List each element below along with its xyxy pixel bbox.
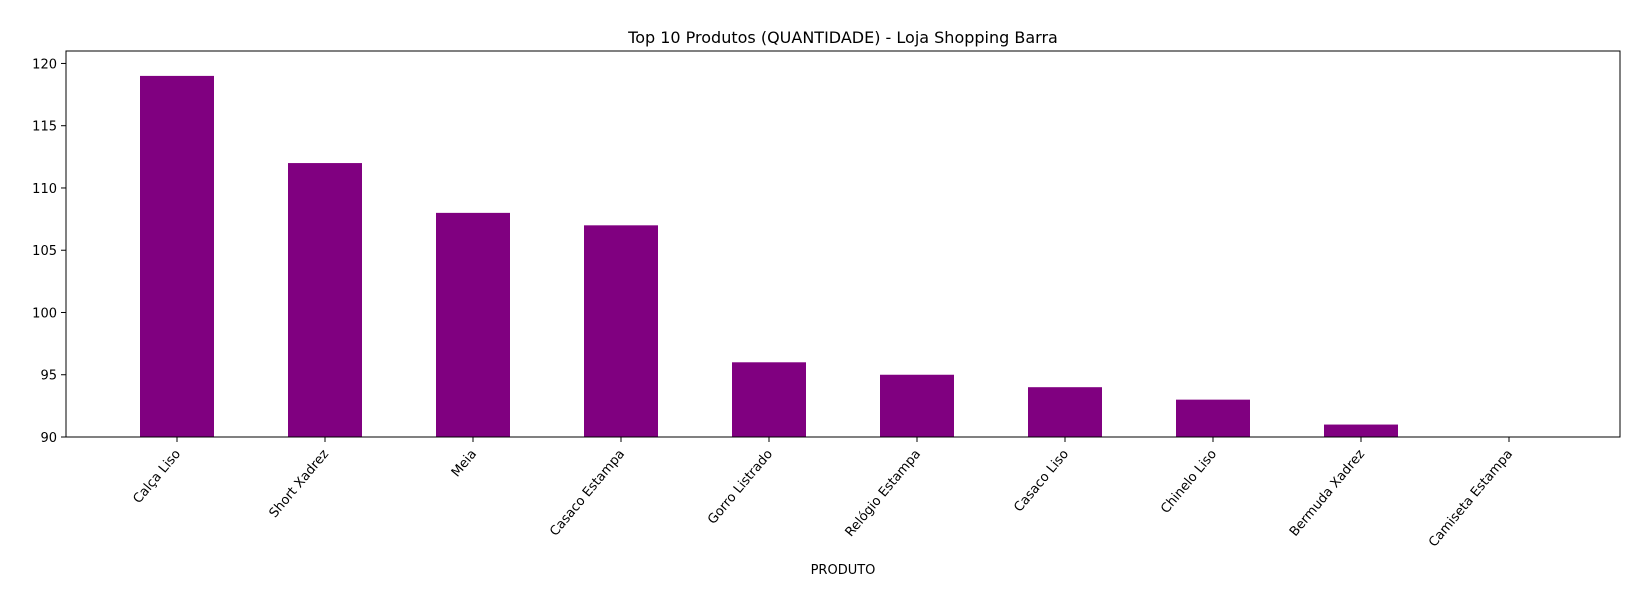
x-tick-label: Meia — [449, 447, 480, 480]
x-tick-label: Casaco Estampa — [547, 447, 628, 539]
x-tick-label: Calça Liso — [130, 447, 184, 507]
y-tick-label: 105 — [32, 244, 57, 259]
x-tick-label: Bermuda Xadrez — [1287, 447, 1368, 540]
x-axis: Calça Liso Short Xadrez Meia Casaco Estampa… — [130, 437, 1516, 550]
bar — [288, 163, 362, 437]
x-tick-label: Chinelo Liso — [1158, 447, 1220, 517]
bar — [436, 212, 510, 437]
plot-frame — [65, 50, 1621, 438]
y-tick-label: 120 — [32, 57, 57, 72]
bar — [1176, 399, 1250, 437]
bar — [1324, 424, 1398, 437]
bar — [140, 75, 214, 437]
x-tick-label: Camiseta Estampa — [1426, 447, 1516, 550]
y-axis: 90 95 100 105 110 115 120 — [32, 57, 66, 446]
bar — [880, 374, 954, 437]
y-tick-label: 100 — [32, 306, 57, 321]
x-tick-label: Short Xadrez — [267, 447, 333, 521]
bar — [732, 362, 806, 437]
bar — [1028, 387, 1102, 437]
x-tick-label: Casaco Liso — [1011, 447, 1072, 515]
x-axis-label: PRODUTO — [811, 563, 876, 578]
bar — [584, 225, 658, 437]
x-tick-label: Relógio Estampa — [843, 447, 924, 540]
chart-title: Top 10 Produtos (QUANTIDADE) - Loja Shop… — [627, 28, 1058, 47]
y-tick-label: 110 — [32, 182, 57, 197]
y-tick-label: 90 — [40, 431, 57, 446]
y-tick-label: 95 — [40, 369, 57, 384]
bars-group — [140, 75, 1398, 437]
x-tick-label: Gorro Listrado — [705, 447, 776, 528]
y-tick-label: 115 — [32, 120, 57, 135]
